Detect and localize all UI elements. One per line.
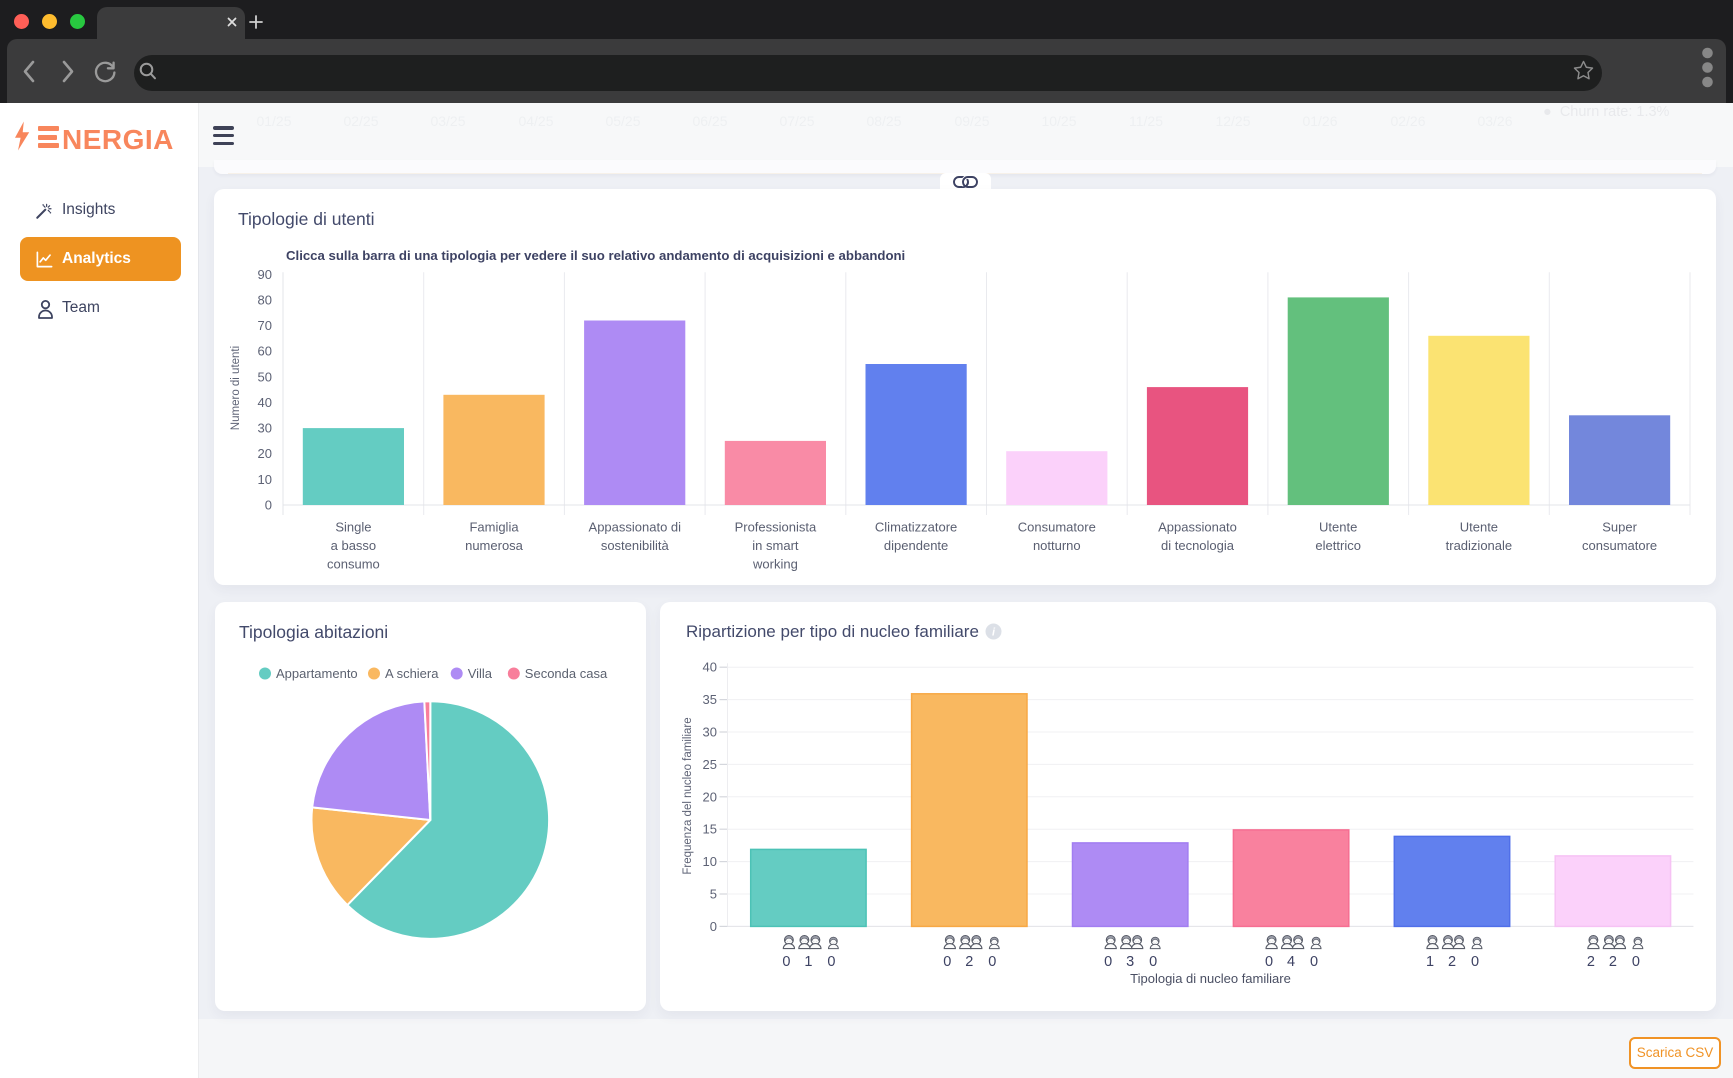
svg-text:0: 0 [1310, 954, 1318, 970]
svg-text:0: 0 [943, 954, 951, 970]
svg-text:10: 10 [703, 854, 717, 869]
svg-text:70: 70 [258, 318, 272, 333]
svg-text:Consumatore: Consumatore [1018, 520, 1096, 535]
svg-text:20: 20 [258, 446, 272, 461]
svg-text:15: 15 [703, 822, 717, 837]
svg-text:Single: Single [335, 520, 371, 535]
svg-text:Tipologia di nucleo familiare: Tipologia di nucleo familiare [1130, 971, 1291, 986]
svg-text:in smart: in smart [752, 538, 799, 553]
svg-text:1: 1 [1426, 954, 1434, 970]
svg-text:Professionista: Professionista [735, 520, 817, 535]
svg-text:Appassionato di: Appassionato di [589, 520, 682, 535]
svg-text:0: 0 [1471, 954, 1479, 970]
svg-text:5: 5 [710, 887, 717, 902]
svg-text:tradizionale: tradizionale [1446, 538, 1513, 553]
svg-text:dipendente: dipendente [884, 538, 948, 553]
svg-text:2: 2 [1448, 954, 1456, 970]
svg-text:0: 0 [1149, 954, 1157, 970]
svg-text:0: 0 [710, 919, 717, 934]
svg-text:4: 4 [1287, 954, 1295, 970]
svg-text:0: 0 [1104, 954, 1112, 970]
svg-text:90: 90 [258, 267, 272, 282]
svg-text:35: 35 [703, 692, 717, 707]
svg-text:30: 30 [703, 725, 717, 740]
svg-text:20: 20 [703, 789, 717, 804]
svg-text:10: 10 [258, 472, 272, 487]
svg-text:0: 0 [827, 954, 835, 970]
svg-text:2: 2 [1587, 954, 1595, 970]
svg-text:2: 2 [965, 954, 973, 970]
svg-text:sostenibilità: sostenibilità [601, 538, 670, 553]
svg-text:i: i [992, 626, 996, 638]
svg-text:0: 0 [265, 498, 272, 513]
svg-text:Utente: Utente [1319, 520, 1357, 535]
svg-text:working: working [752, 557, 798, 572]
svg-text:Frequenza del nucleo familiare: Frequenza del nucleo familiare [682, 717, 694, 874]
svg-text:consumo: consumo [327, 557, 380, 572]
svg-text:Utente: Utente [1460, 520, 1498, 535]
svg-text:elettrico: elettrico [1315, 538, 1361, 553]
svg-text:25: 25 [703, 757, 717, 772]
svg-text:0: 0 [1265, 954, 1273, 970]
svg-text:0: 0 [1632, 954, 1640, 970]
svg-text:Seconda casa: Seconda casa [525, 666, 608, 681]
svg-text:40: 40 [703, 660, 717, 675]
svg-text:60: 60 [258, 344, 272, 359]
svg-text:Appassionato: Appassionato [1158, 520, 1237, 535]
svg-text:Climatizzatore: Climatizzatore [875, 520, 957, 535]
svg-text:notturno: notturno [1033, 538, 1081, 553]
svg-text:50: 50 [258, 369, 272, 384]
svg-text:Numero di utenti: Numero di utenti [230, 346, 242, 430]
svg-text:0: 0 [988, 954, 996, 970]
svg-text:Super: Super [1602, 520, 1637, 535]
svg-text:40: 40 [258, 395, 272, 410]
svg-text:30: 30 [258, 421, 272, 436]
svg-text:Famiglia: Famiglia [469, 520, 519, 535]
svg-text:3: 3 [1126, 954, 1134, 970]
svg-text:a basso: a basso [331, 538, 377, 553]
svg-text:di tecnologia: di tecnologia [1161, 538, 1235, 553]
svg-text:Appartamento: Appartamento [276, 666, 358, 681]
svg-text:0: 0 [782, 954, 790, 970]
svg-text:80: 80 [258, 293, 272, 308]
svg-text:1: 1 [804, 954, 812, 970]
svg-text:Villa: Villa [468, 666, 493, 681]
svg-text:consumatore: consumatore [1582, 538, 1657, 553]
svg-text:numerosa: numerosa [465, 538, 524, 553]
svg-text:2: 2 [1609, 954, 1617, 970]
svg-text:A schiera: A schiera [385, 666, 439, 681]
